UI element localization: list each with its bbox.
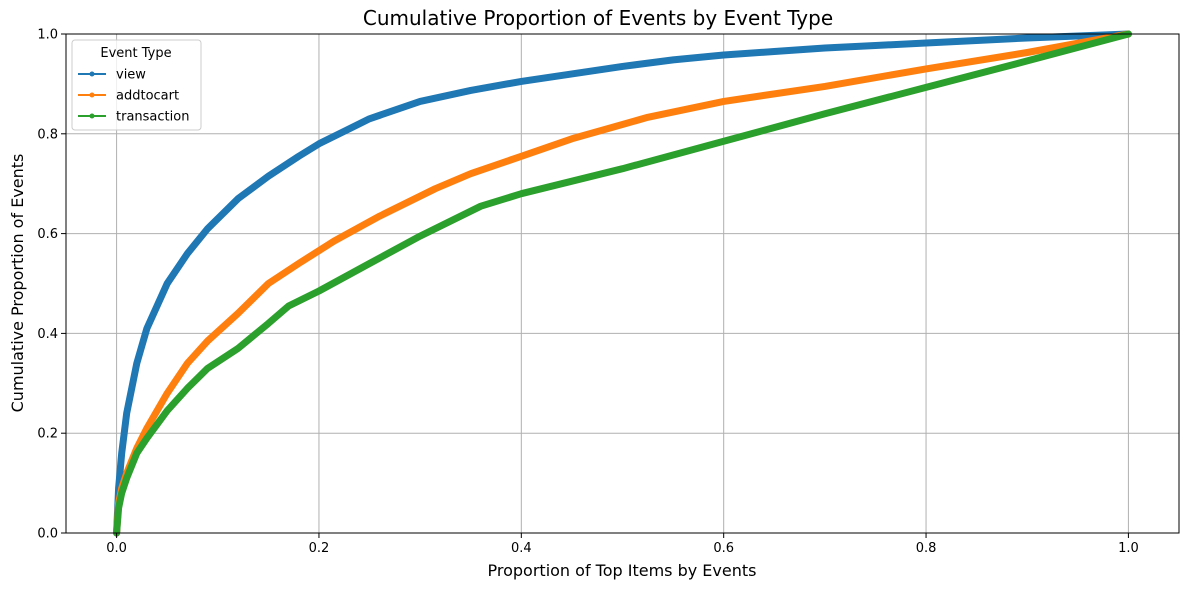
data-point-transaction xyxy=(204,365,211,372)
data-point-view xyxy=(619,63,626,70)
data-point-addtocart xyxy=(331,238,338,245)
y-tick-label: 1.0 xyxy=(37,28,58,43)
legend-entries: view addtocart transaction xyxy=(78,68,189,125)
x-tick-label: 0.2 xyxy=(309,541,330,556)
data-point-view xyxy=(315,140,322,147)
data-point-addtocart xyxy=(265,280,272,287)
data-point-addtocart xyxy=(821,83,828,90)
x-axis-label: Proportion of Top Items by Events xyxy=(488,561,757,580)
data-point-transaction xyxy=(285,302,292,309)
data-point-view xyxy=(204,225,211,232)
data-point-transaction xyxy=(366,260,373,267)
data-point-addtocart xyxy=(467,170,474,177)
data-point-addtocart xyxy=(143,425,150,432)
x-axis-ticks: 0.0 0.2 0.4 0.6 0.8 1.0 xyxy=(106,533,1139,556)
data-point-view xyxy=(133,360,140,367)
data-point-view xyxy=(973,37,980,44)
data-point-transaction xyxy=(1024,57,1031,64)
x-tick-label: 0.4 xyxy=(511,541,532,556)
legend-title: Event Type xyxy=(100,46,171,61)
legend-label-transaction: transaction xyxy=(116,110,189,125)
data-point-transaction xyxy=(720,138,727,145)
data-point-transaction xyxy=(118,490,125,497)
data-point-transaction xyxy=(133,450,140,457)
y-tick-label: 0.4 xyxy=(37,327,58,342)
legend-label-view: view xyxy=(116,68,146,83)
series-lines xyxy=(113,30,1132,537)
x-tick-label: 0.6 xyxy=(713,541,734,556)
legend-box xyxy=(71,39,202,131)
data-point-view xyxy=(295,153,302,160)
data-point-view xyxy=(923,39,930,46)
data-point-view xyxy=(670,56,677,63)
data-point-transaction xyxy=(821,110,828,117)
data-point-addtocart xyxy=(720,98,727,105)
data-point-view xyxy=(164,280,171,287)
y-tick-label: 0.8 xyxy=(37,127,58,142)
data-point-view xyxy=(235,195,242,202)
data-point-view xyxy=(771,48,778,55)
x-tick-label: 0.8 xyxy=(916,541,937,556)
data-point-addtocart xyxy=(184,360,191,367)
data-point-transaction xyxy=(315,287,322,294)
data-point-transaction xyxy=(164,407,171,414)
y-tick-label: 0.0 xyxy=(37,527,58,542)
data-point-transaction xyxy=(265,320,272,327)
x-tick-label: 0.0 xyxy=(106,541,127,556)
data-point-view xyxy=(265,173,272,180)
legend-marker-view xyxy=(89,71,95,77)
y-axis-ticks: 0.0 0.2 0.4 0.6 0.8 1.0 xyxy=(37,28,66,542)
data-point-transaction xyxy=(143,435,150,442)
data-point-transaction xyxy=(518,190,525,197)
data-point-view xyxy=(518,78,525,85)
data-point-addtocart xyxy=(235,310,242,317)
data-point-transaction xyxy=(477,203,484,210)
data-point-view xyxy=(568,70,575,77)
data-point-transaction xyxy=(235,345,242,352)
data-point-addtocart xyxy=(923,65,930,72)
data-point-addtocart xyxy=(376,213,383,220)
y-axis-label: Cumulative Proportion of Events xyxy=(8,154,27,413)
data-point-view xyxy=(184,250,191,257)
data-point-addtocart xyxy=(432,185,439,192)
legend-marker-addtocart xyxy=(89,92,95,98)
x-tick-label: 1.0 xyxy=(1118,541,1139,556)
data-point-view xyxy=(143,325,150,332)
chart-title: Cumulative Proportion of Events by Event… xyxy=(363,6,833,30)
data-point-addtocart xyxy=(204,337,211,344)
data-point-transaction xyxy=(115,505,122,512)
data-point-view xyxy=(118,450,125,457)
data-point-view xyxy=(123,410,130,417)
data-point-view xyxy=(467,87,474,94)
data-point-addtocart xyxy=(568,135,575,142)
data-point-transaction xyxy=(184,385,191,392)
data-point-transaction xyxy=(123,475,130,482)
data-point-transaction xyxy=(417,233,424,240)
legend: Event Type view addtocart transaction xyxy=(71,39,202,131)
data-point-addtocart xyxy=(644,114,651,121)
data-point-transaction xyxy=(619,165,626,172)
data-point-view xyxy=(872,42,879,49)
y-tick-label: 0.6 xyxy=(37,227,58,242)
y-tick-label: 0.2 xyxy=(37,427,58,442)
grid-lines xyxy=(66,33,1179,534)
plot-frame xyxy=(65,33,1180,534)
data-point-view xyxy=(1024,34,1031,41)
data-point-view xyxy=(720,51,727,58)
data-point-addtocart xyxy=(1024,49,1031,56)
legend-marker-transaction xyxy=(89,113,95,119)
data-point-addtocart xyxy=(295,260,302,267)
data-point-addtocart xyxy=(518,153,525,160)
data-point-transaction xyxy=(923,84,930,91)
legend-label-addtocart: addtocart xyxy=(116,89,179,104)
data-point-addtocart xyxy=(164,390,171,397)
data-point-view xyxy=(417,98,424,105)
data-point-view xyxy=(366,115,373,122)
data-point-view xyxy=(821,44,828,51)
